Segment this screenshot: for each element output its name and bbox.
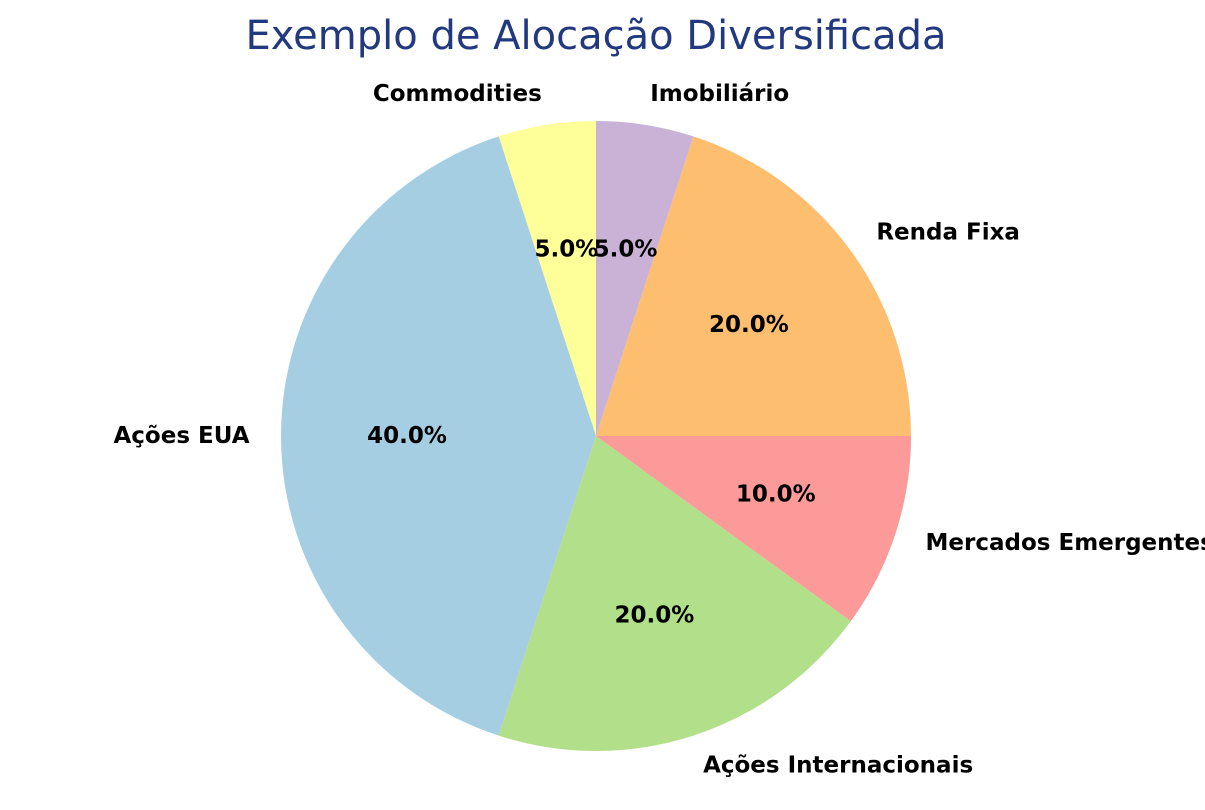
slice-label-imobiliario: Imobiliário bbox=[650, 81, 789, 107]
pie-slice-mercados-emergentes bbox=[596, 436, 911, 622]
chart-title: Exemplo de Alocação Diversificada bbox=[245, 13, 946, 59]
slice-label-acoes-internacionais: Ações Internacionais bbox=[703, 753, 973, 779]
pie-slice-imobiliario bbox=[596, 121, 694, 436]
slice-label-renda-fixa: Renda Fixa bbox=[876, 219, 1020, 245]
percentage-labels: 5.0% 40.0% 20.0% 10.0% 20.0% 5.0% bbox=[367, 236, 816, 628]
pie-slice-acoes-internacionais bbox=[498, 436, 851, 752]
pie-slice-commodities bbox=[498, 121, 596, 436]
pct-label-mercados-emergentes: 10.0% bbox=[736, 481, 816, 507]
pie-slice-renda-fixa bbox=[596, 136, 911, 437]
pie-slice-acoes-eua bbox=[280, 136, 596, 736]
category-labels: Commodities Ações EUA Ações Internacionais… bbox=[113, 81, 1205, 779]
slice-label-mercados-emergentes: Mercados Emergentes bbox=[926, 530, 1205, 556]
pct-label-renda-fixa: 20.0% bbox=[709, 312, 789, 338]
slice-label-acoes-eua: Ações EUA bbox=[113, 423, 249, 449]
pct-label-commodities: 5.0% bbox=[535, 236, 599, 262]
slice-label-commodities: Commodities bbox=[373, 81, 542, 107]
pct-label-acoes-internacionais: 20.0% bbox=[615, 603, 695, 629]
pct-label-acoes-eua: 40.0% bbox=[367, 423, 447, 449]
pie-slices bbox=[280, 121, 911, 752]
pct-label-imobiliario: 5.0% bbox=[594, 236, 658, 262]
